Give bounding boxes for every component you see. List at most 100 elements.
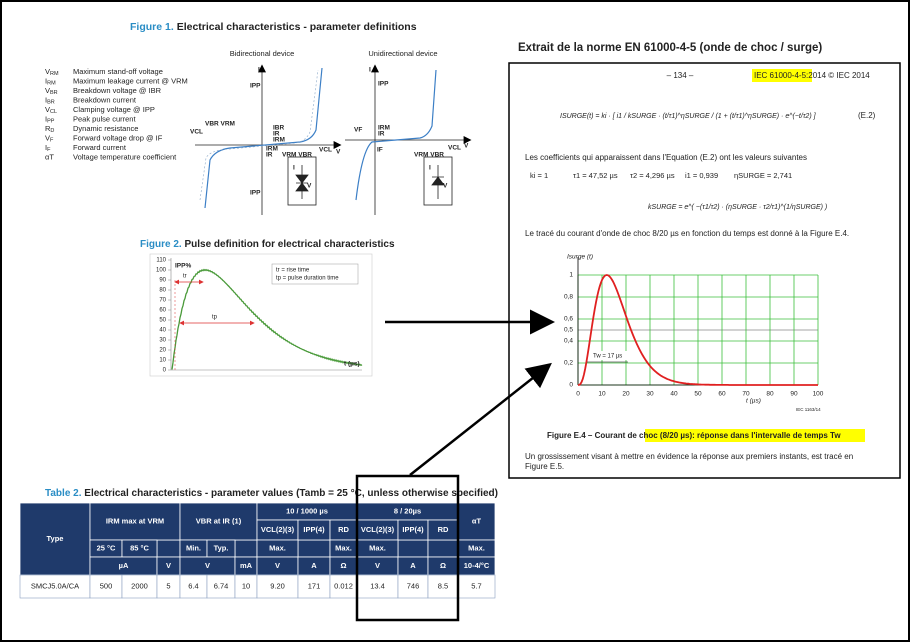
legend-text: tr = rise time [276, 268, 310, 274]
x-tick-label: 10 [598, 391, 606, 398]
header-text: IPP(4) [402, 525, 424, 534]
paragraph: Les coefficients qui apparaissent dans l… [525, 153, 807, 162]
iv-label: IRM [378, 125, 390, 132]
table-title: Table 2. Electrical characteristics - pa… [45, 488, 498, 499]
iv-curve [204, 67, 323, 209]
iv-label: IR [273, 131, 280, 138]
cell-text: 10 [242, 581, 250, 590]
header-cell [297, 539, 331, 558]
parameter-description: Breakdown current [73, 95, 137, 104]
surge-curve [577, 274, 818, 386]
cell-text: 2000 [131, 581, 148, 590]
coefficient: i1 = 0,939 [685, 171, 718, 180]
header-text: µA [119, 561, 129, 570]
cell-text: SMCJ5.0A/CA [31, 581, 79, 590]
figure2-text: Pulse definition for electrical characte… [184, 239, 395, 250]
y-tick-label: 60 [159, 308, 166, 314]
header-text: VCL(2)(3) [261, 525, 295, 534]
symbol: V [45, 67, 50, 76]
parameter-description: Voltage temperature coefficient [73, 152, 177, 161]
highlight [752, 69, 812, 82]
legend-text: tp = pulse duration time [276, 276, 339, 282]
ref-rest: 2014 © IEC 2014 [808, 71, 870, 80]
y-tick-label: 0,6 [564, 316, 573, 323]
cell-text: 746 [407, 581, 420, 590]
parameter-description: Dynamic resistance [73, 124, 138, 133]
iv-label: VF [354, 127, 362, 134]
y-tick-label: 30 [159, 338, 166, 344]
symbol-sub: D [50, 128, 54, 134]
y-tick-label: 50 [159, 318, 166, 324]
iv-curve [355, 69, 437, 201]
k-equation: kSURGE = e^( −(τ1/τ2) · (ηSURGE · τ2/τ1)… [648, 204, 827, 211]
ref-highlight: IEC 61000-4-5: [754, 71, 808, 80]
figure2-title: Figure 2. Pulse definition for electrica… [140, 239, 395, 250]
header-cell [397, 539, 429, 558]
iv-label: IPP [250, 190, 261, 197]
parameter-symbol: VRM [45, 67, 59, 77]
tp-label: tp [212, 315, 218, 321]
caption-highlight: Courant de choc (8/20 µs): réponse dans … [595, 431, 842, 440]
parameter-symbol: VBR [45, 86, 58, 96]
legend-box [271, 263, 359, 285]
standard-box [508, 62, 901, 479]
symbol: I [45, 143, 47, 152]
iv-label: V [464, 143, 469, 150]
cell-text: 171 [308, 581, 321, 590]
table-label: Table 2. [45, 488, 82, 499]
header-cell [234, 539, 258, 558]
y-tick-label: 100 [156, 268, 167, 274]
x-axis-label: t (µs) [344, 361, 360, 368]
iv-label: VBR VRM [205, 121, 235, 128]
cell-text: 5.7 [471, 581, 481, 590]
header-text: Typ. [214, 543, 229, 552]
x-tick-label: 50 [694, 391, 702, 398]
y-tick-label: 0 [569, 382, 573, 389]
header-text: V [205, 561, 210, 570]
symbol-sub: CL [50, 109, 57, 115]
parameter-symbol: VCL [45, 105, 57, 115]
symbol: V [45, 86, 50, 95]
pulse-curve [171, 268, 363, 370]
symbol-sub: PP [47, 119, 55, 125]
header-cell [156, 539, 181, 558]
symbol-sub: RM [50, 71, 59, 77]
page-number: – 134 – [667, 71, 694, 80]
y-tick-label: 90 [159, 278, 166, 284]
header-text: Max. [369, 543, 386, 552]
header-text: Max. [468, 543, 485, 552]
symbol: I [45, 95, 47, 104]
symbol-sub: BR [47, 100, 55, 106]
iv-label: VCL [448, 145, 461, 152]
y-tick-label: 20 [159, 348, 166, 354]
iv-label: IBR [273, 125, 285, 132]
parameter-description: Forward current [73, 143, 127, 152]
equation-number: (E.2) [858, 111, 876, 120]
cell-text: 6.74 [214, 581, 229, 590]
iv-label: VRM VBR [282, 152, 312, 159]
paragraph: Un grossissement visant à mettre en évid… [525, 452, 853, 461]
header-text: mA [240, 561, 253, 570]
y-tick-label: 1 [569, 272, 573, 279]
pulse-chart: 0 10 20 30 40 50 60 70 80 90 100 110 IPP% tr = rise t… [156, 258, 363, 374]
y-tick-label: 80 [159, 288, 166, 294]
header-text: IPP(4) [303, 525, 325, 534]
header-text: Ω [440, 561, 446, 570]
iv-label: VCL [319, 147, 332, 154]
tw-box [591, 351, 631, 360]
parameter-symbol: IPP [45, 114, 55, 124]
header-text: 25 °C [97, 543, 116, 552]
x-tick-label: 40 [670, 391, 678, 398]
y-tick-label: 0 [163, 368, 167, 374]
cell-text: 5 [166, 581, 170, 590]
header-text: Min. [186, 543, 201, 552]
parameter-description: Breakdown voltage @ IBR [73, 86, 162, 95]
standard-header: Extrait de la norme EN 61000-4-5 (onde d… [518, 42, 822, 54]
header-text: V [166, 561, 171, 570]
cell-text: 500 [100, 581, 113, 590]
cell-text: 9.20 [270, 581, 285, 590]
coefficient: ki = 1 [530, 171, 548, 180]
header-cell [19, 502, 91, 576]
